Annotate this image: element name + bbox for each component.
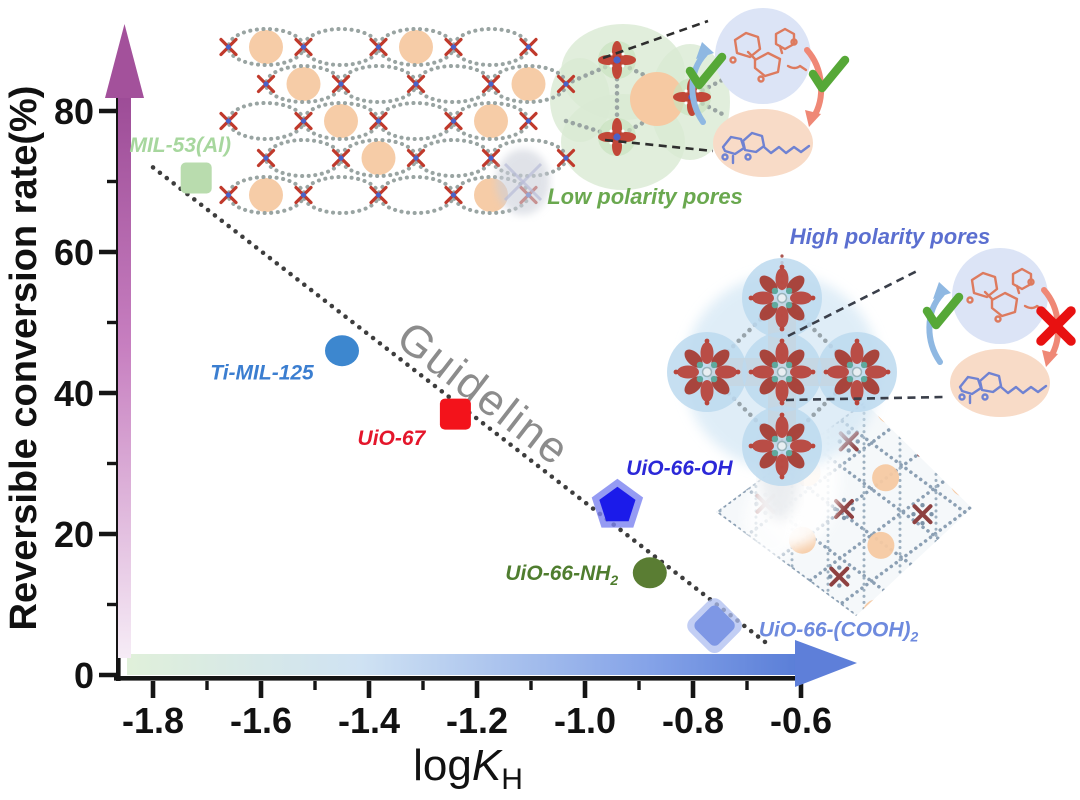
- y-gradient-arrow-head: [105, 24, 144, 98]
- mof-lattice-low-polarity-illustration: [219, 24, 730, 215]
- low-polarity-label: Low polarity pores: [547, 184, 743, 209]
- check-icon: [927, 297, 959, 325]
- point-label-MIL-53(Al): MIL-53(Al): [129, 134, 231, 157]
- x-tick-label: -0.6: [770, 700, 832, 741]
- x-tick-label: -1.6: [230, 700, 292, 741]
- cycle-low-polarity: [690, 8, 845, 177]
- point-Ti-MIL-125: Ti-MIL-125: [210, 335, 359, 385]
- x-axis-title-k: K: [472, 741, 503, 790]
- connector-line: [604, 138, 714, 153]
- x-tick-label: -1.4: [338, 700, 400, 741]
- cycle-high-polarity: [927, 248, 1076, 417]
- x-tick-label: -0.8: [662, 700, 724, 741]
- x-tick-label: -1.0: [554, 700, 616, 741]
- point-UiO-67: UiO-67: [358, 398, 471, 450]
- x-gradient-arrow-head: [795, 640, 857, 687]
- y-gradient-arrow-shaft: [118, 92, 131, 658]
- mof-cluster-high-polarity-illustration: [667, 254, 897, 486]
- point-label-UiO-67: UiO-67: [358, 427, 427, 450]
- cross-icon: [1036, 306, 1076, 346]
- y-tick-label: 0: [74, 655, 94, 696]
- x-tick-label: -1.8: [122, 700, 184, 741]
- point-UiO-66-OH: UiO-66-OH: [591, 457, 733, 528]
- connector-line: [602, 19, 709, 60]
- point-UiO-66-NH2: UiO-66-NH2: [505, 557, 667, 589]
- point-label-Ti-MIL-125: Ti-MIL-125: [210, 362, 314, 385]
- y-tick-label: 80: [54, 91, 94, 132]
- x-axis-title-log: log: [413, 741, 472, 790]
- high-polarity-label: High polarity pores: [790, 224, 990, 249]
- guideline-label: Guideline: [388, 312, 579, 475]
- connector-line: [787, 268, 920, 338]
- data-points: MIL-53(Al) Ti-MIL-125 UiO-67 UiO-66-OH UiO-6…: [129, 134, 919, 654]
- point-UiO-66-(COOH)2: UiO-66-(COOH)2: [687, 598, 919, 654]
- conversion-cycle-diagrams: [690, 8, 1076, 417]
- y-tick-label: 40: [54, 373, 94, 414]
- x-gradient-arrow-bar: [127, 654, 795, 675]
- point-label-UiO-66-(COOH)2: UiO-66-(COOH)2: [759, 619, 919, 645]
- x-tick-label: -1.2: [446, 700, 508, 741]
- x-axis-line: [114, 676, 802, 681]
- y-tick-label: 60: [54, 232, 94, 273]
- y-axis-title: Reversible conversion rate(%): [3, 86, 45, 631]
- y-tick-label: 20: [54, 514, 94, 555]
- x-axis-title: logKH: [413, 741, 523, 796]
- point-label-UiO-66-NH2: UiO-66-NH2: [505, 562, 618, 588]
- point-MIL-53(Al): MIL-53(Al): [129, 134, 231, 194]
- x-axis-title-sub: H: [501, 763, 523, 796]
- point-label-UiO-66-OH: UiO-66-OH: [626, 457, 733, 480]
- axis-ticks: -1.8 -1.6 -1.4 -1.2 -1.0 -0.8 -0.6 0 20 40 60 80: [54, 91, 832, 741]
- dashed-connectors: [602, 19, 944, 402]
